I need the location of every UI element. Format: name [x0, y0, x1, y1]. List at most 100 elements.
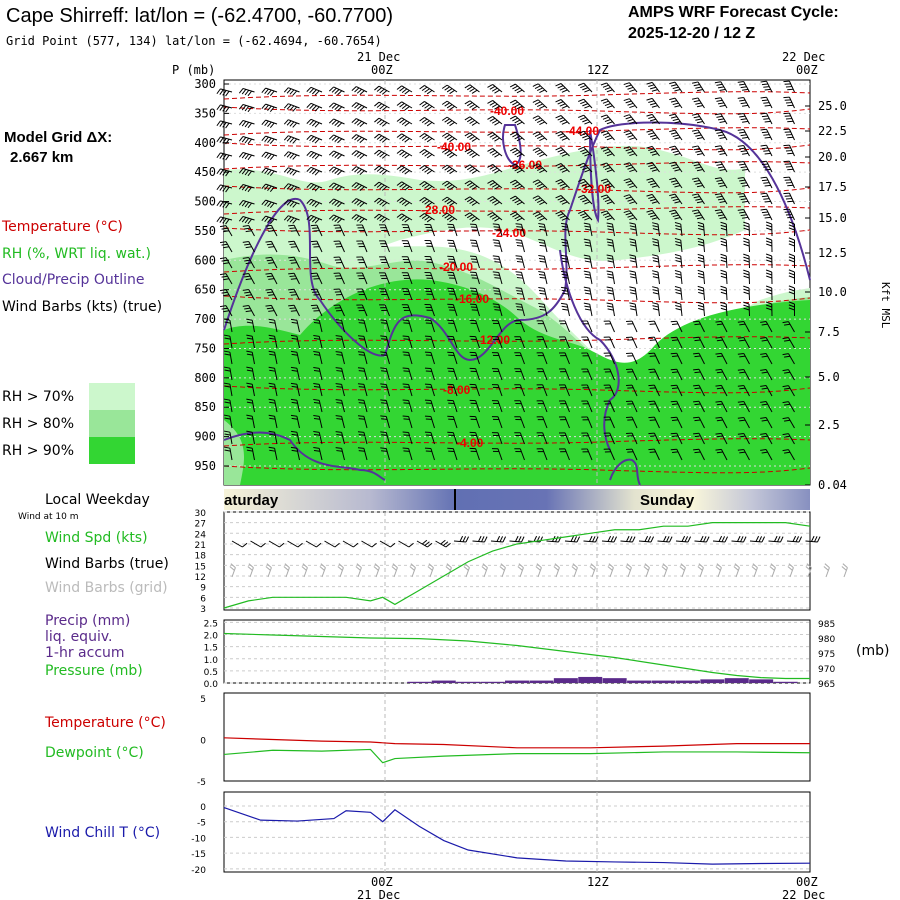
wind-barb-flag: [419, 213, 425, 218]
wind-barb: [296, 384, 300, 397]
wind-barb-flag: [313, 351, 320, 353]
wind-barb-flag: [606, 185, 613, 189]
wind-barb-flag: [335, 335, 342, 337]
wind-barb-flag: [694, 355, 701, 358]
wind-barb-flag: [561, 89, 568, 93]
wind-barb-flag: [629, 137, 636, 141]
wind-barb-flag: [354, 215, 360, 221]
wind-barb: [765, 385, 773, 397]
wind-barb-flag: [602, 84, 609, 88]
wind-barb: [296, 416, 300, 429]
wind-barb-flag: [649, 118, 657, 122]
wind-barb-flag: [381, 170, 388, 175]
wind-barb: [475, 448, 480, 461]
wind-barb-flag: [290, 318, 297, 321]
wind-barb-flag: [763, 118, 770, 120]
wind-barb-flag: [269, 202, 275, 208]
wind-barb-flag: [247, 106, 253, 113]
wind-barb-flag: [514, 183, 521, 188]
wind-barb-flag: [261, 135, 267, 142]
wind-barb-flag: [583, 254, 590, 257]
wind-barb-flag: [739, 179, 746, 182]
wind-barb-grid-flag: [697, 566, 703, 571]
wind-barb-flag: [494, 309, 501, 311]
chill-ytick-label: -10: [191, 834, 206, 844]
wind-barb-true-flag: [589, 535, 593, 542]
wind-barb-flag: [760, 160, 767, 163]
wind-barb-true-flag: [555, 536, 559, 543]
wind-barb-flag: [267, 217, 272, 223]
wind-barb: [318, 416, 323, 429]
wind-barb: [519, 400, 525, 413]
wind-barb: [586, 416, 593, 429]
wind-barb: [475, 432, 480, 445]
wind-barb-flag: [267, 137, 272, 143]
wind-barb: [720, 385, 728, 397]
wind-barb-flag: [760, 208, 767, 211]
wind-barb-flag: [309, 104, 315, 110]
wind-barb-flag: [674, 105, 681, 108]
wind-barb: [430, 320, 435, 333]
wind-barb-flag: [516, 201, 523, 206]
wind-barb-flag: [313, 447, 320, 449]
wind-barb-flag: [782, 353, 789, 356]
temperature-contour: [223, 142, 811, 151]
wind-barb-flag: [674, 153, 681, 156]
wind-barb-flag: [471, 121, 478, 126]
wind-barb: [629, 130, 638, 141]
wind-barb-flag: [292, 122, 298, 128]
wind-barb-flag: [449, 89, 455, 95]
wind-barb-flag: [379, 88, 385, 94]
wind-barb-flag: [313, 431, 320, 433]
wind-barb: [765, 401, 773, 413]
temperature-line: [223, 737, 810, 749]
wind-barb-flag: [516, 229, 524, 231]
wind-barb-flag: [760, 80, 767, 83]
wind-barb: [497, 352, 503, 365]
wind-barb-flag: [652, 241, 659, 244]
wind-barb-flag: [584, 185, 591, 189]
wind-barb: [385, 416, 390, 429]
wind-barb-flag: [739, 131, 746, 134]
wind-barb-flag: [607, 241, 614, 244]
wind-barb: [743, 433, 750, 445]
wind-barb-flag: [697, 253, 704, 257]
wind-barb-grid-flag: [679, 566, 685, 571]
wind-barb-flag: [466, 150, 473, 155]
wind-barb-flag: [265, 240, 272, 243]
wind-barb-flag: [446, 216, 453, 221]
wind-barb-flag: [469, 215, 475, 221]
wind-barb-flag: [582, 199, 589, 203]
wind-barb-flag: [264, 184, 269, 191]
wind-barb-flag: [694, 451, 701, 454]
wind-barb-flag: [421, 86, 428, 92]
wind-barb: [341, 336, 345, 349]
wind-barb: [564, 400, 570, 413]
wind-barb: [361, 224, 368, 237]
wind-barb-flag: [760, 96, 767, 99]
wind-barb-flag: [539, 292, 546, 295]
top-12z: 12Z: [587, 63, 609, 77]
wind-barb-flag: [515, 303, 522, 305]
wind-barb-flag: [238, 200, 244, 206]
wind-barb: [564, 384, 570, 397]
wind-barb-flag: [269, 186, 275, 192]
wind-barb: [341, 400, 345, 413]
wind-barb-flag: [512, 181, 518, 186]
wind-barb-true-flag: [607, 535, 612, 542]
wind-barb-flag: [222, 138, 227, 144]
wind-barb-flag: [720, 237, 727, 241]
wind-barb-grid-flag: [680, 563, 686, 568]
wind-barb-flag: [537, 215, 543, 220]
wind-barb-flag: [534, 165, 541, 169]
wind-barb-flag: [652, 260, 659, 263]
wind-barb-grid: [267, 567, 272, 578]
wind-barb-flag: [765, 272, 772, 276]
wind-barb: [229, 336, 233, 349]
wind-barb: [765, 449, 773, 461]
wind-barb-grid: [483, 567, 488, 578]
wind-barb-flag: [674, 89, 681, 92]
wind-barb-flag: [396, 85, 403, 90]
wind-barb-flag: [625, 132, 632, 136]
contour-label-m44: -44.00: [565, 124, 599, 138]
